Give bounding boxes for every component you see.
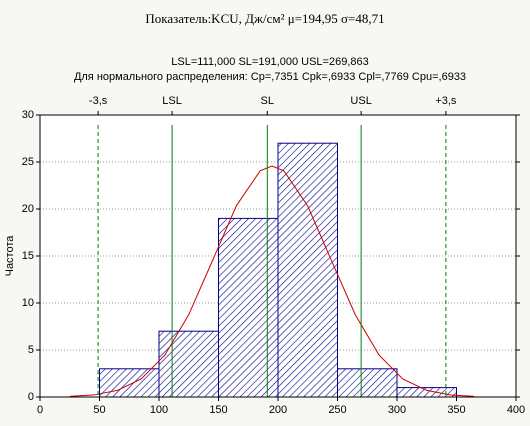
y-tick-label: 0: [28, 391, 34, 403]
chart-title: Показатель:KCU, Дж/см² μ=194,95 σ=48,71: [145, 11, 384, 26]
spec-label: LSL: [162, 95, 182, 107]
bar: [337, 368, 398, 398]
spec-label: -3,s: [89, 95, 108, 107]
subtitle: Для нормального распределения: Cp=,7351 …: [74, 71, 466, 83]
y-tick-label: 10: [22, 297, 34, 309]
spec-label: USL: [350, 95, 371, 107]
x-tick-label: 350: [447, 404, 465, 416]
subtitle: LSL=111,000 SL=191,000 USL=269,863: [171, 56, 368, 68]
y-axis-label: Частота: [4, 235, 16, 277]
y-tick-label: 25: [22, 156, 34, 168]
bar: [396, 387, 457, 398]
x-tick-label: 200: [269, 404, 287, 416]
y-tick-label: 30: [22, 109, 34, 121]
y-tick-label: 15: [22, 250, 34, 262]
bar: [277, 142, 338, 398]
spec-label: SL: [261, 95, 274, 107]
x-tick-label: 400: [507, 404, 525, 416]
bar: [99, 368, 160, 398]
plot-border: [39, 114, 517, 398]
bar: [158, 330, 219, 398]
bar: [218, 217, 279, 398]
y-tick-label: 20: [22, 203, 34, 215]
x-tick-label: 50: [93, 404, 105, 416]
normal-curve: [69, 165, 475, 397]
x-tick-label: 150: [209, 404, 227, 416]
x-tick-label: 100: [150, 404, 168, 416]
y-tick-label: 5: [28, 344, 34, 356]
x-tick-label: 300: [388, 404, 406, 416]
spec-label: +3,s: [435, 95, 457, 107]
x-tick-label: 250: [328, 404, 346, 416]
x-tick-label: 0: [37, 404, 43, 416]
